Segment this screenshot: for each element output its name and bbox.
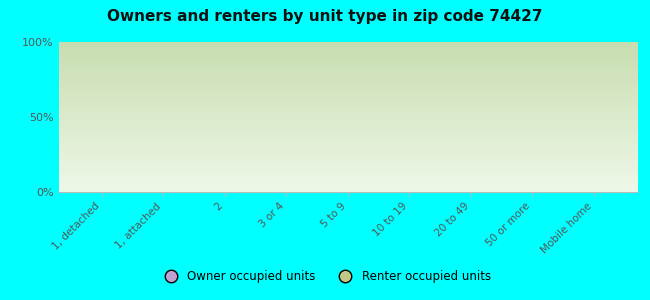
Bar [101,87,123,192]
Text: City-Data.com: City-Data.com [551,45,625,55]
Bar [573,140,594,192]
Bar [594,150,616,192]
Text: Owners and renters by unit type in zip code 74427: Owners and renters by unit type in zip c… [107,9,543,24]
Legend: Owner occupied units, Renter occupied units: Owner occupied units, Renter occupied un… [154,266,496,288]
Bar [80,98,101,192]
